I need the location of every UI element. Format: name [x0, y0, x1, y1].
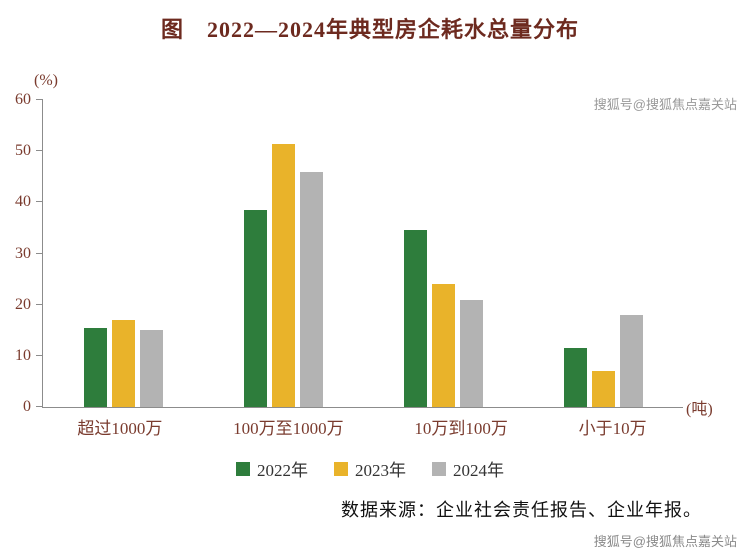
y-tick-mark: [36, 354, 43, 356]
bar-groups: [43, 100, 683, 407]
data-source-note: 数据来源：企业社会责任报告、企业年报。: [341, 500, 702, 520]
bar-2023年-超过1000万: [111, 320, 135, 407]
y-tick-label: 40: [15, 193, 31, 211]
y-tick-label: 60: [15, 91, 31, 108]
x-category-label: 超过1000万: [77, 419, 163, 438]
y-tick-mark: [36, 201, 43, 203]
legend-label: 2024年: [453, 461, 504, 480]
bar-2022年-100万至1000万: [243, 210, 267, 407]
y-axis: 0 10 20 30 40 50 60: [0, 91, 37, 415]
y-tick-mark: [36, 303, 43, 305]
legend-swatch: [236, 461, 250, 476]
bar-group: [243, 100, 323, 407]
y-tick-label: 0: [23, 398, 31, 415]
legend-label: 2022年: [257, 461, 308, 480]
x-category-label: 小于10万: [578, 419, 647, 438]
y-tick-mark: [36, 150, 43, 152]
bar-2022年-小于10万: [563, 348, 587, 407]
watermark-bottom: 搜狐号@搜狐焦点嘉关站: [593, 534, 737, 549]
watermark-top: 搜狐号@搜狐焦点嘉关站: [593, 97, 737, 112]
bar-group: [563, 100, 643, 407]
bar-2024年-超过1000万: [139, 330, 163, 407]
legend-swatch: [334, 461, 348, 476]
y-tick-mark: [36, 252, 43, 254]
plot-area: 0 10 20 30 40 50 60: [15, 91, 683, 415]
bar-group: [403, 100, 483, 407]
x-category-label: 100万至1000万: [233, 419, 344, 438]
legend-label: 2023年: [355, 461, 406, 480]
bar-2023年-10万到100万: [431, 284, 455, 407]
y-tick-label: 20: [15, 295, 31, 313]
bar-2024年-小于10万: [619, 314, 643, 407]
y-tick-label: 10: [15, 346, 31, 364]
bar-2023年-小于10万: [591, 371, 615, 407]
legend-item: 2023年: [334, 456, 406, 481]
bar-2024年-100万至1000万: [299, 171, 323, 407]
legend-item: 2024年: [432, 456, 504, 481]
y-tick-label: 50: [15, 142, 31, 160]
x-labels: 超过1000万 100万至1000万 10万到100万 小于10万: [42, 414, 682, 439]
legend-item: 2022年: [236, 456, 308, 481]
x-axis-unit-label: (吨): [686, 401, 713, 418]
y-tick-mark: [36, 406, 43, 407]
legend-swatch: [432, 461, 446, 476]
chart-title: 图 2022—2024年典型房企耗水总量分布: [160, 17, 579, 42]
legend: 2022年 2023年 2024年: [0, 456, 740, 481]
bar-group: [83, 100, 163, 407]
y-tick-mark: [36, 99, 43, 100]
bar-2022年-超过1000万: [83, 327, 107, 407]
y-axis-unit-label: (%): [34, 72, 58, 89]
bar-2023年-100万至1000万: [271, 143, 295, 407]
x-category-label: 10万到100万: [414, 419, 508, 438]
bar-2024年-10万到100万: [459, 299, 483, 407]
bar-2022年-10万到100万: [403, 230, 427, 407]
y-tick-label: 30: [15, 244, 31, 262]
